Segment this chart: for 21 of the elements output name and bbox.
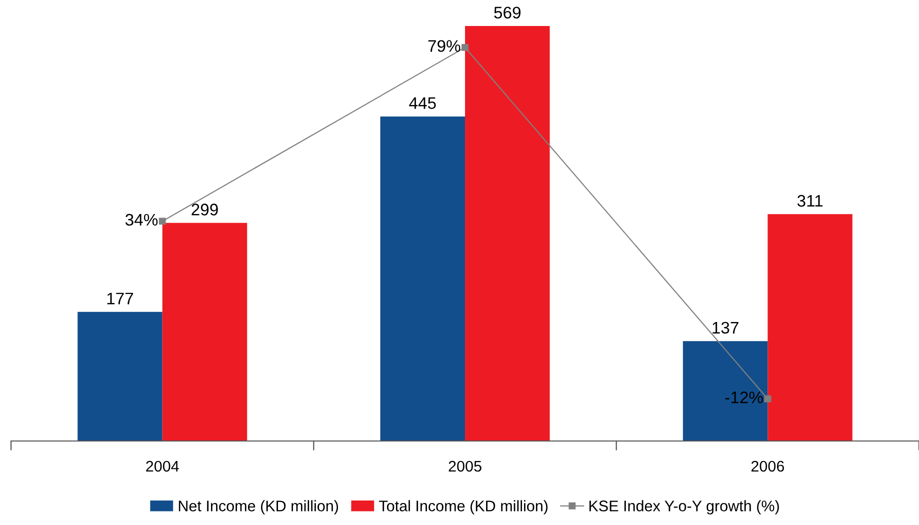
data-label: -12% (725, 392, 763, 404)
data-label: 137 (712, 322, 738, 334)
legend-label: Total Income (KD million) (379, 500, 548, 514)
data-label: 34% (125, 214, 158, 226)
data-label: 569 (494, 6, 520, 19)
bar (162, 222, 248, 441)
data-label: 445 (409, 97, 436, 109)
bar (768, 214, 852, 441)
x-tick-label: 2006 (751, 460, 784, 472)
data-label: 79% (428, 40, 460, 52)
x-tick-label: 2004 (146, 460, 179, 472)
legend-label: Net Income (KD million) (178, 500, 338, 514)
data-label: 177 (107, 292, 134, 304)
bar (465, 26, 550, 441)
data-label: 311 (797, 194, 823, 207)
bar (380, 116, 466, 441)
bar (682, 341, 768, 441)
data-label: 299 (192, 204, 218, 216)
bar (78, 312, 162, 441)
x-tick-label: 2005 (448, 460, 482, 472)
legend-label: KSE Index Y-o-Y growth (%) (589, 500, 779, 514)
